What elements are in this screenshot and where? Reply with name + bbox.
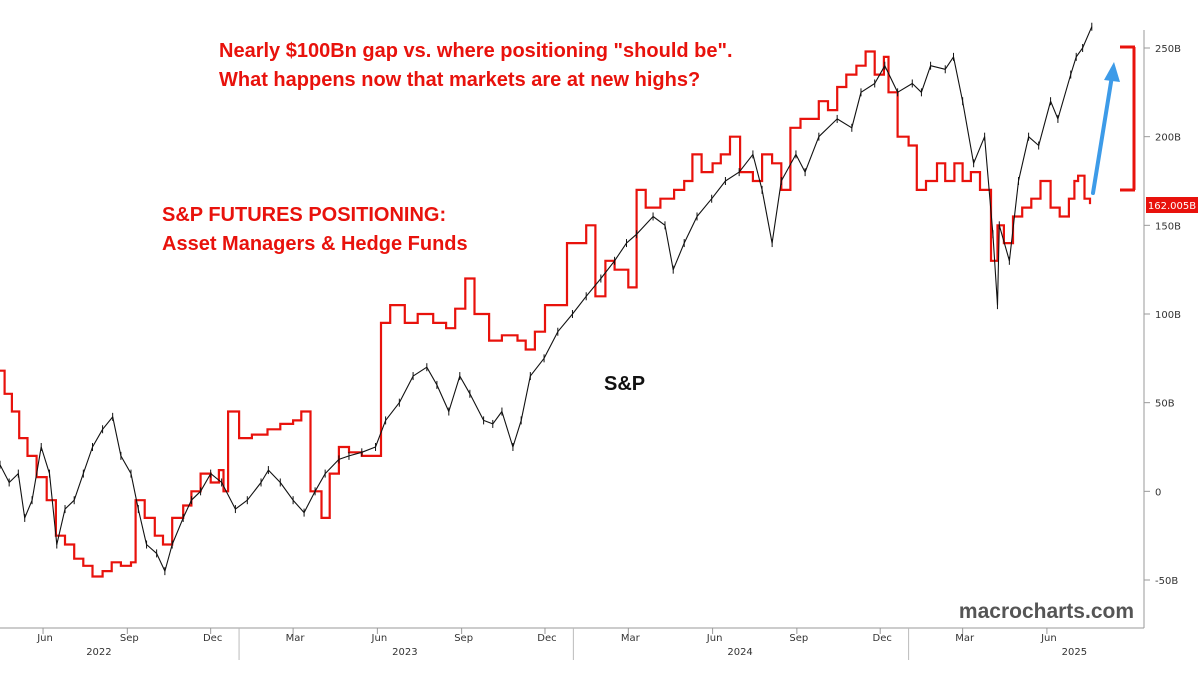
headline-line-2: What happens now that markets are at new… [219,69,700,91]
y-tick-label: 150B [1155,221,1181,232]
series-layer [0,22,1093,578]
headline-line-1: Nearly $100Bn gap vs. where positioning … [219,40,733,62]
x-tick-label: Dec [537,633,556,644]
y-tick-label: 200B [1155,133,1181,144]
y-tick-label: 0 [1155,487,1161,498]
sp-series-line [0,26,1093,572]
y-tick-label: -50B [1155,576,1178,587]
sp-series-label: S&P [604,373,645,395]
bottom-axis-ticks: Jun Sep Dec Mar Jun Sep Dec Mar Jun Sep Dec Mar Jun 2… [36,628,1087,660]
x-tick-label: Dec [203,633,222,644]
year-label: 2023 [392,647,417,658]
upward-arrow [1091,62,1120,195]
x-tick-label: Mar [955,633,975,644]
positioning-series-line [0,50,1092,578]
last-value-badge-bg [1146,197,1198,213]
x-tick-label: Mar [286,633,306,644]
right-axis-ticks: 250B 200B 150B 100B 50B 0 -50B [1144,44,1181,587]
positioning-title-line-2: Asset Managers & Hedge Funds [162,233,468,255]
x-tick-label: Jun [36,633,53,644]
watermark: macrocharts.com [959,600,1134,623]
x-tick-label: Jun [1040,633,1057,644]
y-tick-label: 100B [1155,310,1181,321]
positioning-title-line-1: S&P FUTURES POSITIONING: [162,204,446,226]
x-tick-label: Mar [621,633,641,644]
upward-arrow-shaft [1091,74,1114,195]
last-value-badge: 162.005B [1146,197,1198,213]
x-tick-label: Jun [371,633,388,644]
y-tick-label: 250B [1155,44,1181,55]
x-tick-label: Sep [789,633,808,644]
x-tick-label: Sep [454,633,473,644]
year-label: 2022 [86,647,111,658]
x-tick-label: Dec [873,633,892,644]
gap-bracket [1120,45,1136,192]
x-tick-label: Sep [120,633,139,644]
x-tick-label: Jun [706,633,723,644]
year-label: 2024 [727,647,752,658]
year-label: 2025 [1062,647,1087,658]
upward-arrow-head [1104,62,1120,82]
y-tick-label: 50B [1155,399,1175,410]
last-value-label: 162.005B [1148,201,1196,212]
